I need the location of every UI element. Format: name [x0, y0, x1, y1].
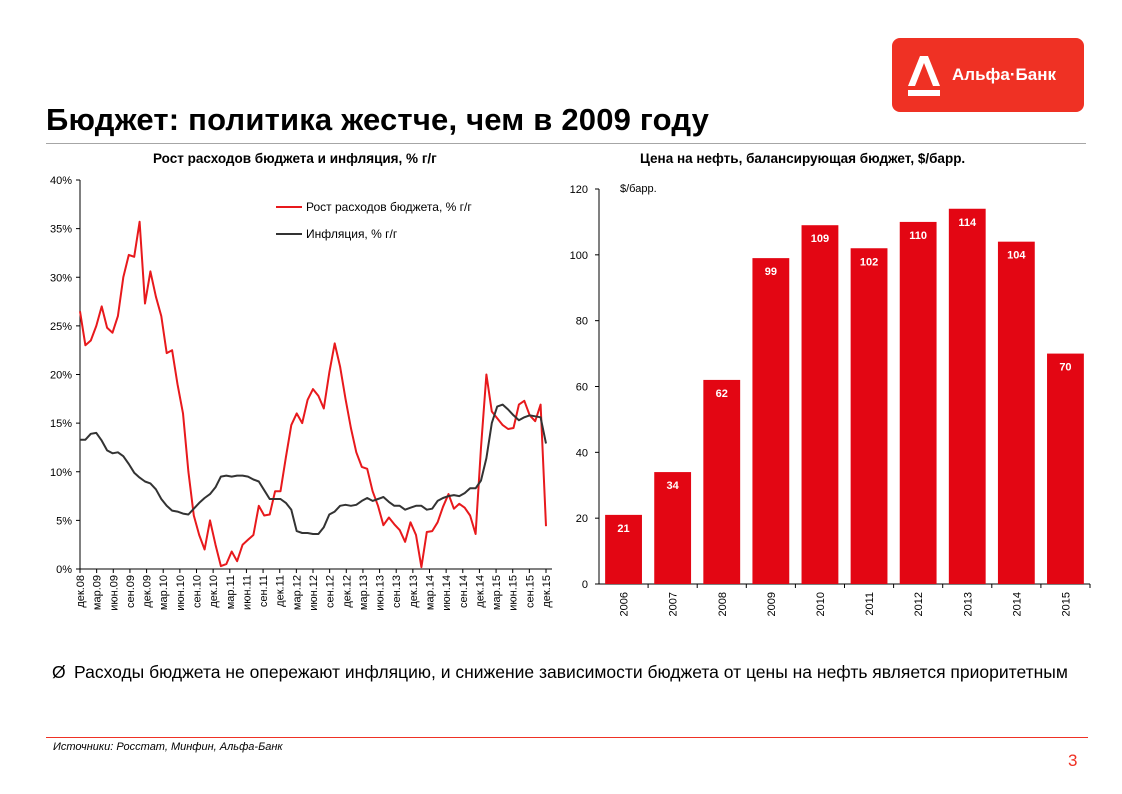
bar-value-label: 34 [667, 480, 680, 492]
x-tick-label: дек.09 [142, 575, 154, 608]
bar-value-label: 21 [617, 523, 629, 535]
bar-value-label: 104 [1007, 250, 1026, 262]
bar-value-label: 62 [716, 388, 728, 400]
x-tick-label: сен.13 [391, 575, 403, 608]
x-tick-label: дек.13 [408, 575, 420, 608]
y-tick-label: 15% [50, 418, 72, 430]
x-tick-label: сен.12 [325, 575, 337, 608]
x-tick-label: июн.14 [441, 575, 453, 611]
bar [850, 248, 888, 584]
y-unit-label: $/барр. [620, 183, 657, 195]
x-tick-label: июн.11 [241, 575, 253, 610]
x-tick-label: мар.14 [425, 575, 437, 610]
logo-text: Альфа·Банк [952, 65, 1056, 84]
x-tick-label: дек.08 [75, 575, 87, 608]
y-tick-label: 60 [576, 382, 588, 394]
x-tick-label: сен.09 [125, 575, 137, 608]
x-tick-label: 2012 [913, 592, 925, 616]
x-tick-label: 2013 [962, 592, 974, 616]
x-tick-label: мар.13 [358, 575, 370, 610]
bar [899, 221, 937, 584]
page-title: Бюджет: политика жестче, чем в 2009 году [46, 102, 710, 137]
y-tick-label: 40 [576, 447, 588, 459]
x-tick-label: мар.10 [158, 575, 170, 610]
y-tick-label: 5% [56, 515, 72, 527]
x-tick-label: июн.09 [108, 575, 120, 611]
y-tick-label: 80 [576, 316, 588, 328]
page-number: 3 [1068, 751, 1078, 770]
bar-value-label: 114 [958, 217, 977, 229]
line-chart-title: Рост расходов бюджета и инфляция, % г/г [153, 151, 437, 166]
x-tick-label: июн.12 [308, 575, 320, 611]
bar-value-label: 99 [765, 266, 777, 278]
y-tick-label: 10% [50, 467, 72, 479]
bar [801, 225, 839, 585]
bar [752, 258, 790, 584]
x-tick-label: дек.14 [474, 575, 486, 608]
budget-growth-line [79, 220, 547, 569]
bar-chart-title: Цена на нефть, балансирующая бюджет, $/б… [640, 151, 966, 166]
x-tick-label: 2008 [717, 592, 729, 616]
y-tick-label: 120 [570, 184, 588, 196]
x-tick-label: дек.12 [341, 575, 353, 608]
legend-label: Инфляция, % г/г [306, 227, 398, 241]
title-divider [46, 143, 1086, 144]
bullet-point: Ø Расходы бюджета не опережают инфляцию,… [52, 661, 1078, 683]
x-tick-label: 2006 [619, 592, 631, 616]
x-tick-label: сен.11 [258, 575, 270, 607]
bar [948, 208, 986, 584]
bullet-arrow-icon: Ø [52, 662, 66, 682]
bar [605, 514, 642, 584]
x-tick-label: июн.13 [375, 575, 387, 611]
bar [654, 472, 692, 584]
x-tick-label: 2010 [815, 592, 827, 616]
y-tick-label: 25% [50, 321, 72, 333]
line-chart: 0% 5% 10% 15% 20% 25% 30% 35% 40% дек.08 мар.09 июн… [50, 175, 553, 611]
alfa-bank-logo: Альфа·Банк [892, 38, 1084, 112]
x-tick-label: дек.10 [208, 575, 220, 608]
x-tick-label: дек.11 [275, 575, 287, 607]
bar [703, 379, 741, 584]
x-tick-label: сен.14 [458, 575, 470, 608]
x-tick-label: сен.15 [524, 575, 536, 608]
bar-value-label: 70 [1059, 362, 1071, 374]
footer-divider [46, 737, 1088, 738]
y-tick-label: 0% [56, 564, 72, 576]
x-tick-label: 2011 [864, 592, 876, 616]
y-tick-label: 35% [50, 224, 72, 236]
y-tick-label: 40% [50, 175, 72, 187]
legend-label: Рост расходов бюджета, % г/г [306, 200, 472, 214]
x-tick-label: 2007 [668, 592, 680, 616]
y-tick-label: 100 [570, 250, 588, 262]
bar-value-label: 110 [909, 230, 927, 242]
bar-value-label: 102 [860, 256, 878, 268]
x-tick-label: мар.15 [491, 575, 503, 610]
bar-value-label: 109 [811, 233, 829, 245]
alfa-a-icon [908, 56, 940, 96]
bar [997, 241, 1035, 584]
y-tick-label: 20% [50, 370, 72, 382]
x-tick-label: дек.15 [541, 575, 553, 608]
bar [1047, 353, 1084, 584]
source-note: Источники: Росстат, Минфин, Альфа-Банк [53, 741, 283, 753]
y-tick-label: 0 [582, 579, 588, 591]
x-tick-label: 2014 [1011, 592, 1023, 616]
x-tick-label: июн.10 [175, 575, 187, 611]
x-tick-label: 2009 [766, 592, 778, 616]
x-tick-label: мар.12 [291, 575, 303, 610]
x-tick-label: мар.09 [92, 575, 104, 610]
y-tick-label: 20 [576, 513, 588, 525]
x-tick-label: сен.10 [192, 575, 204, 608]
x-tick-label: июн.15 [508, 575, 520, 611]
bullet-text: Расходы бюджета не опережают инфляцию, и… [74, 662, 1068, 682]
x-tick-label: мар.11 [225, 575, 237, 609]
y-tick-label: 30% [50, 272, 72, 284]
inflation-line [80, 403, 547, 535]
x-tick-label: 2015 [1060, 592, 1072, 616]
bar-chart: 0 20 40 60 80 100 120 $/барр. 21 2006 34 2007 62 2008… [570, 183, 1091, 616]
